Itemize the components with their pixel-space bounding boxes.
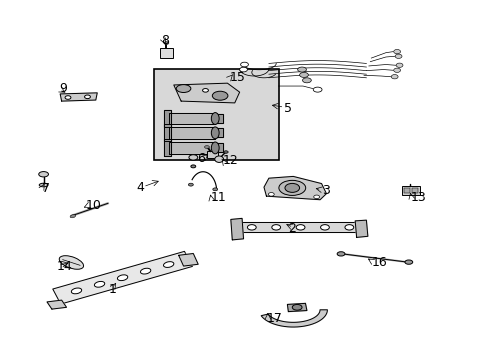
- Ellipse shape: [239, 67, 247, 72]
- Ellipse shape: [212, 91, 227, 100]
- Ellipse shape: [313, 195, 319, 199]
- Ellipse shape: [285, 183, 299, 192]
- Ellipse shape: [268, 193, 274, 196]
- Ellipse shape: [297, 67, 306, 72]
- Text: 7: 7: [42, 183, 50, 195]
- Ellipse shape: [211, 127, 219, 139]
- Ellipse shape: [393, 49, 400, 54]
- Ellipse shape: [302, 78, 311, 83]
- Polygon shape: [264, 176, 326, 200]
- Ellipse shape: [278, 180, 305, 195]
- Text: 6: 6: [197, 152, 205, 165]
- Polygon shape: [261, 310, 327, 327]
- Ellipse shape: [163, 262, 174, 267]
- Bar: [154, 69, 278, 160]
- Ellipse shape: [271, 225, 280, 230]
- Bar: [159, 48, 173, 58]
- Ellipse shape: [71, 288, 81, 294]
- Text: 16: 16: [370, 256, 386, 269]
- Ellipse shape: [188, 183, 193, 186]
- Ellipse shape: [94, 282, 104, 287]
- Ellipse shape: [394, 54, 401, 58]
- Ellipse shape: [313, 87, 322, 92]
- Text: 14: 14: [57, 260, 72, 273]
- Polygon shape: [60, 93, 97, 101]
- Text: 12: 12: [222, 154, 238, 167]
- Text: 15: 15: [229, 71, 245, 84]
- Ellipse shape: [117, 275, 127, 280]
- Polygon shape: [234, 222, 363, 232]
- Text: 13: 13: [409, 192, 425, 204]
- Polygon shape: [173, 83, 239, 103]
- Text: 17: 17: [266, 311, 282, 325]
- Polygon shape: [163, 125, 171, 141]
- Ellipse shape: [320, 225, 329, 230]
- Polygon shape: [215, 114, 222, 123]
- Polygon shape: [178, 253, 198, 266]
- Polygon shape: [53, 251, 192, 304]
- Ellipse shape: [188, 155, 197, 160]
- Ellipse shape: [247, 225, 256, 230]
- Bar: [206, 151, 217, 158]
- Polygon shape: [163, 139, 171, 156]
- Polygon shape: [215, 143, 222, 152]
- Ellipse shape: [202, 89, 208, 92]
- Ellipse shape: [190, 165, 195, 168]
- Ellipse shape: [336, 252, 344, 256]
- Text: 4: 4: [136, 181, 144, 194]
- Ellipse shape: [59, 256, 83, 269]
- Text: 3: 3: [322, 184, 330, 197]
- Text: 11: 11: [210, 192, 225, 204]
- Polygon shape: [168, 142, 215, 154]
- Ellipse shape: [163, 41, 168, 44]
- Ellipse shape: [65, 96, 71, 99]
- Text: 9: 9: [59, 82, 67, 95]
- Polygon shape: [230, 219, 243, 240]
- Polygon shape: [163, 110, 171, 127]
- Ellipse shape: [70, 215, 76, 218]
- Ellipse shape: [395, 63, 402, 67]
- Polygon shape: [168, 113, 215, 125]
- Text: 5: 5: [283, 102, 291, 115]
- Polygon shape: [168, 127, 215, 139]
- Ellipse shape: [39, 172, 48, 177]
- Ellipse shape: [299, 72, 308, 77]
- Ellipse shape: [176, 85, 190, 93]
- Ellipse shape: [204, 145, 209, 148]
- Bar: [401, 186, 419, 195]
- Polygon shape: [215, 128, 222, 137]
- Ellipse shape: [140, 268, 150, 274]
- Ellipse shape: [211, 142, 219, 154]
- Ellipse shape: [214, 156, 223, 162]
- Ellipse shape: [292, 305, 302, 310]
- Polygon shape: [47, 300, 66, 309]
- Ellipse shape: [344, 225, 353, 230]
- Ellipse shape: [84, 95, 90, 99]
- Text: 8: 8: [161, 33, 169, 47]
- Text: 1: 1: [109, 283, 117, 296]
- Bar: [404, 188, 409, 193]
- Ellipse shape: [393, 68, 400, 72]
- Bar: [411, 188, 417, 193]
- Text: 10: 10: [86, 199, 102, 212]
- Ellipse shape: [224, 151, 228, 153]
- Ellipse shape: [296, 225, 305, 230]
- Ellipse shape: [404, 260, 412, 264]
- Text: 2: 2: [288, 222, 296, 235]
- Ellipse shape: [240, 62, 248, 67]
- Ellipse shape: [39, 183, 48, 187]
- Ellipse shape: [390, 75, 397, 79]
- Ellipse shape: [212, 188, 217, 191]
- Ellipse shape: [211, 113, 219, 125]
- Polygon shape: [354, 220, 367, 237]
- Polygon shape: [287, 303, 306, 312]
